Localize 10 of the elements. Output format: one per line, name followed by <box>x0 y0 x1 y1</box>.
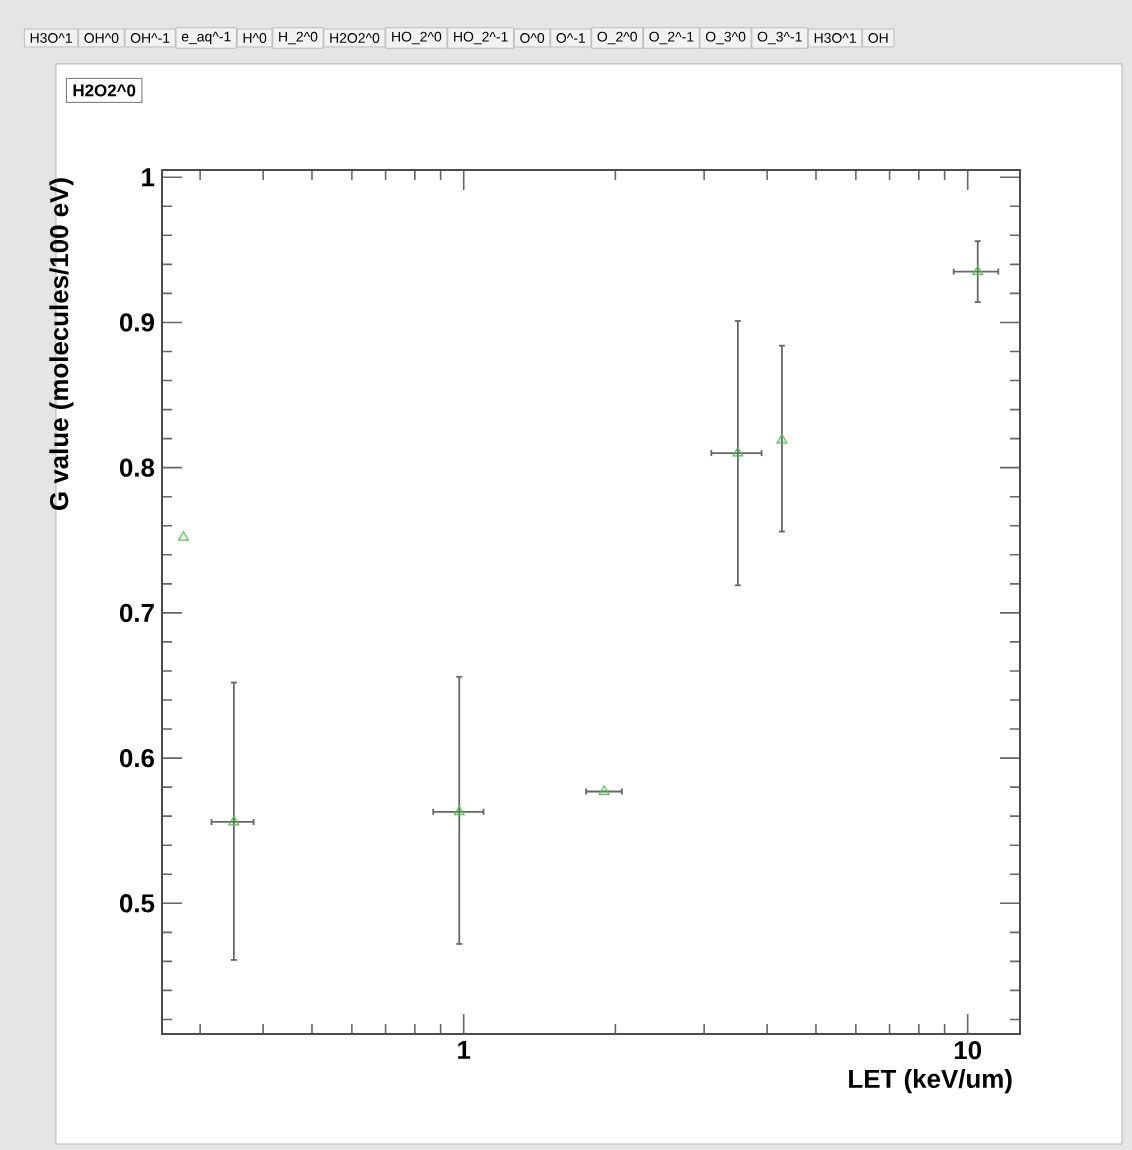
y-tick-label: 0.8 <box>119 458 155 477</box>
chart-title: H2O2^0 <box>73 84 136 97</box>
y-tick-label: 0.5 <box>119 894 155 913</box>
x-axis-title: LET (keV/um) <box>849 1069 1012 1094</box>
y-tick-label: 0.9 <box>119 313 154 332</box>
y-tick-label: 0.7 <box>119 603 154 623</box>
y-axis-title: G value (molecules/100 eV) <box>49 178 74 510</box>
x-tick-label: 10 <box>954 1041 982 1060</box>
y-tick-label: 0.6 <box>119 748 155 768</box>
y-tick-label: 1 <box>142 168 155 187</box>
